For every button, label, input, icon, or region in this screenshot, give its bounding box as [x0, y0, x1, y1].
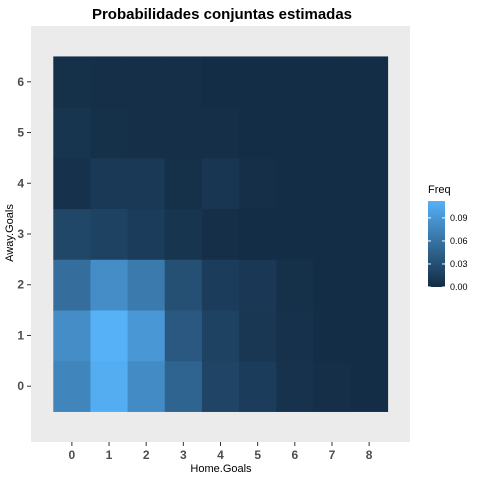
heatmap-cell-x4-y0 [201, 360, 240, 412]
heatmap-cell-x1-y5 [90, 107, 129, 159]
y-tick-label: 3 [17, 227, 24, 241]
heatmap-cell-x2-y1 [127, 310, 166, 362]
heatmap-cell-x8-y1 [350, 310, 389, 362]
x-tick-label: 6 [291, 448, 298, 462]
y-tick-label: 0 [17, 379, 24, 393]
heatmap-cell-x5-y3 [239, 208, 277, 260]
heatmap-cell-x0-y6 [53, 56, 91, 108]
heatmap-cell-x1-y4 [90, 157, 129, 210]
legend-tick-label: 0.06 [450, 236, 468, 246]
x-tick-label: 8 [366, 448, 373, 462]
heatmap-cell-x3-y0 [164, 360, 203, 412]
heatmap-cell-x6-y2 [276, 259, 314, 311]
heatmap-cell-x0-y3 [53, 208, 91, 260]
heatmap-cell-x0-y2 [53, 259, 91, 311]
heatmap-cell-x1-y2 [90, 259, 129, 311]
heatmap-cell-x1-y3 [90, 208, 129, 260]
heatmap-cell-x6-y0 [276, 360, 314, 412]
x-tick-label: 0 [69, 448, 76, 462]
heatmap-cell-x8-y0 [350, 360, 389, 412]
y-tick-label: 5 [17, 126, 24, 140]
heatmap-cell-x0-y0 [53, 360, 91, 412]
heatmap-cell-x3-y6 [164, 56, 203, 108]
y-tick-label: 2 [17, 278, 24, 292]
heatmap-cell-x8-y4 [350, 157, 389, 210]
heatmap-cell-x7-y2 [313, 259, 351, 311]
heatmap-cell-x5-y6 [239, 56, 277, 108]
heatmap-cell-x8-y3 [350, 208, 389, 260]
heatmap-cells [53, 56, 389, 412]
heatmap-cell-x2-y4 [127, 157, 166, 210]
heatmap-cell-x3-y3 [164, 208, 203, 260]
heatmap-cell-x5-y1 [239, 310, 277, 362]
x-tick-label: 2 [143, 448, 150, 462]
heatmap-cell-x3-y1 [164, 310, 203, 362]
heatmap-cell-x4-y3 [201, 208, 240, 260]
heatmap-cell-x7-y1 [313, 310, 351, 362]
heatmap-cell-x3-y4 [164, 157, 203, 210]
heatmap-cell-x1-y1 [90, 310, 129, 362]
heatmap-cell-x6-y5 [276, 107, 314, 159]
heatmap-cell-x7-y5 [313, 107, 351, 159]
heatmap-cell-x4-y5 [201, 107, 240, 159]
heatmap-cell-x5-y0 [239, 360, 277, 412]
legend-tick-label: 0.09 [450, 213, 468, 223]
heatmap-cell-x8-y6 [350, 56, 389, 108]
legend-color-bar [428, 201, 445, 287]
heatmap-cell-x1-y6 [90, 56, 129, 108]
x-tick-label: 4 [217, 448, 224, 462]
legend-tick-label: 0.00 [450, 282, 468, 292]
heatmap-cell-x2-y2 [127, 259, 166, 311]
heatmap-cell-x2-y0 [127, 360, 166, 412]
y-axis-ticks: 0 1 2 3 4 5 6 [17, 75, 31, 393]
heatmap-cell-x5-y4 [239, 157, 277, 210]
heatmap-cell-x2-y3 [127, 208, 166, 260]
heatmap-cell-x7-y0 [313, 360, 351, 412]
heatmap-cell-x5-y2 [239, 259, 277, 311]
heatmap-cell-x6-y6 [276, 56, 314, 108]
heatmap-cell-x4-y1 [201, 310, 240, 362]
x-tick-label: 1 [106, 448, 113, 462]
heatmap-cell-x6-y3 [276, 208, 314, 260]
y-axis-title: Away.Goals [4, 204, 16, 262]
heatmap-cell-x7-y3 [313, 208, 351, 260]
heatmap-cell-x4-y6 [201, 56, 240, 108]
heatmap-cell-x0-y1 [53, 310, 91, 362]
x-tick-label: 5 [254, 448, 261, 462]
heatmap-cell-x8-y5 [350, 107, 389, 159]
heatmap-cell-x4-y2 [201, 259, 240, 311]
heatmap-cell-x6-y4 [276, 157, 314, 210]
heatmap-cell-x6-y1 [276, 310, 314, 362]
heatmap-cell-x1-y0 [90, 360, 129, 412]
heatmap-cell-x5-y5 [239, 107, 277, 159]
x-tick-label: 7 [329, 448, 336, 462]
legend-title: Freq [428, 184, 451, 196]
heatmap-cell-x2-y5 [127, 107, 166, 159]
legend-ticks: 0.00 0.03 0.06 0.09 [428, 213, 468, 292]
heatmap-cell-x4-y4 [201, 157, 240, 210]
heatmap-cell-x8-y2 [350, 259, 389, 311]
heatmap-cell-x0-y4 [53, 157, 91, 210]
y-tick-label: 4 [17, 176, 24, 190]
heatmap-cell-x3-y5 [164, 107, 203, 159]
x-axis-title: Home.Goals [190, 463, 252, 475]
y-tick-label: 1 [17, 328, 24, 342]
heatmap-cell-x2-y6 [127, 56, 166, 108]
legend: Freq 0.00 0.03 0.06 0.09 [428, 184, 468, 292]
heatmap-cell-x3-y2 [164, 259, 203, 311]
heatmap-cell-x7-y6 [313, 56, 351, 108]
y-tick-label: 6 [17, 75, 24, 89]
chart-title: Probabilidades conjuntas estimadas [92, 6, 352, 23]
heatmap-cell-x7-y4 [313, 157, 351, 210]
x-tick-label: 3 [180, 448, 187, 462]
x-axis-ticks: 0 1 2 3 4 5 6 7 8 [69, 442, 373, 462]
heatmap-cell-x0-y5 [53, 107, 91, 159]
legend-tick-label: 0.03 [450, 259, 468, 269]
